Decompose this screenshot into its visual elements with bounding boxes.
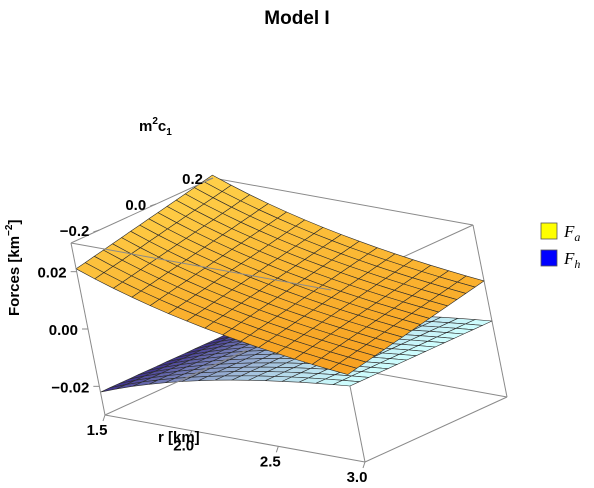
box-edge-back-3 xyxy=(472,224,508,398)
legend-label-fh: F xyxy=(563,249,575,268)
legend-item-fh: Fh xyxy=(540,249,580,271)
legend-label-fh-sub: h xyxy=(574,257,580,271)
y-axis-ticks: −0.2 0.0 0.2 xyxy=(60,171,214,240)
surface-cell xyxy=(332,379,360,387)
z-axis-label-base: Forces [km xyxy=(6,236,23,316)
y-axis-tick-label: −0.2 xyxy=(60,223,90,240)
z-axis-label-tail: ] xyxy=(6,220,23,225)
box-edge-front-0 xyxy=(104,414,366,463)
box-edge-front-1 xyxy=(104,349,248,416)
legend-item-fa: Fa xyxy=(540,222,580,244)
x-axis-tick-label: 1.5 xyxy=(87,422,108,439)
z-axis-label: Forces [km−2] xyxy=(4,220,23,316)
surface-cell xyxy=(329,362,358,375)
y-axis-label-sub: 1 xyxy=(166,127,172,138)
z-axis-tick-label: 0.00 xyxy=(49,322,78,339)
x-axis-ticks: 1.5 2.0 2.5 3.0 xyxy=(87,414,368,486)
surface-cell xyxy=(100,384,127,393)
legend-label-fa: F xyxy=(563,222,575,241)
svg-text:Fa: Fa xyxy=(563,222,580,244)
legend-swatch-fa xyxy=(540,222,558,240)
y-axis-label: m2c1 xyxy=(139,116,172,138)
z-axis-ticks: −0.02 0.00 0.02 xyxy=(37,265,100,396)
y-axis-tick-label: 0.0 xyxy=(125,197,146,214)
chart-title: Model I xyxy=(264,8,329,29)
x-axis-tick-label: 2.5 xyxy=(260,453,281,470)
y-axis-label-tail: c xyxy=(158,118,166,135)
svg-text:Fh: Fh xyxy=(563,249,580,271)
x-axis-tick-mark xyxy=(275,446,279,453)
y-axis-label-sup: 2 xyxy=(152,116,158,127)
x-axis-tick-label: 3.0 xyxy=(347,469,368,486)
box-edge-front-4 xyxy=(70,177,214,244)
x-axis-tick-label: 2.0 xyxy=(173,438,194,455)
z-axis-tick-label: 0.02 xyxy=(37,265,66,282)
z-axis-label-sup: −2 xyxy=(4,224,15,236)
box-edge-front-3 xyxy=(70,242,332,291)
y-axis-tick-mark xyxy=(93,229,100,233)
x-axis-tick-mark xyxy=(189,430,193,437)
y-axis-label-base: m xyxy=(139,118,152,135)
y-axis-tick-mark xyxy=(150,203,157,207)
x-axis-tick-mark xyxy=(362,461,366,469)
legend-label-fa-sub: a xyxy=(574,230,580,244)
surface-fa xyxy=(75,174,485,375)
y-axis-tick-label: 0.2 xyxy=(182,171,203,188)
z-axis-tick-label: −0.02 xyxy=(51,379,89,396)
box-edge-back-4 xyxy=(212,177,474,226)
legend: Fa Fh xyxy=(540,222,580,271)
y-axis-tick-mark xyxy=(206,177,214,181)
legend-swatch-fh xyxy=(540,249,558,267)
x-axis-tick-mark xyxy=(102,414,106,422)
box-edge-back-1 xyxy=(364,396,508,463)
x-axis-label: r [km] xyxy=(158,429,200,446)
